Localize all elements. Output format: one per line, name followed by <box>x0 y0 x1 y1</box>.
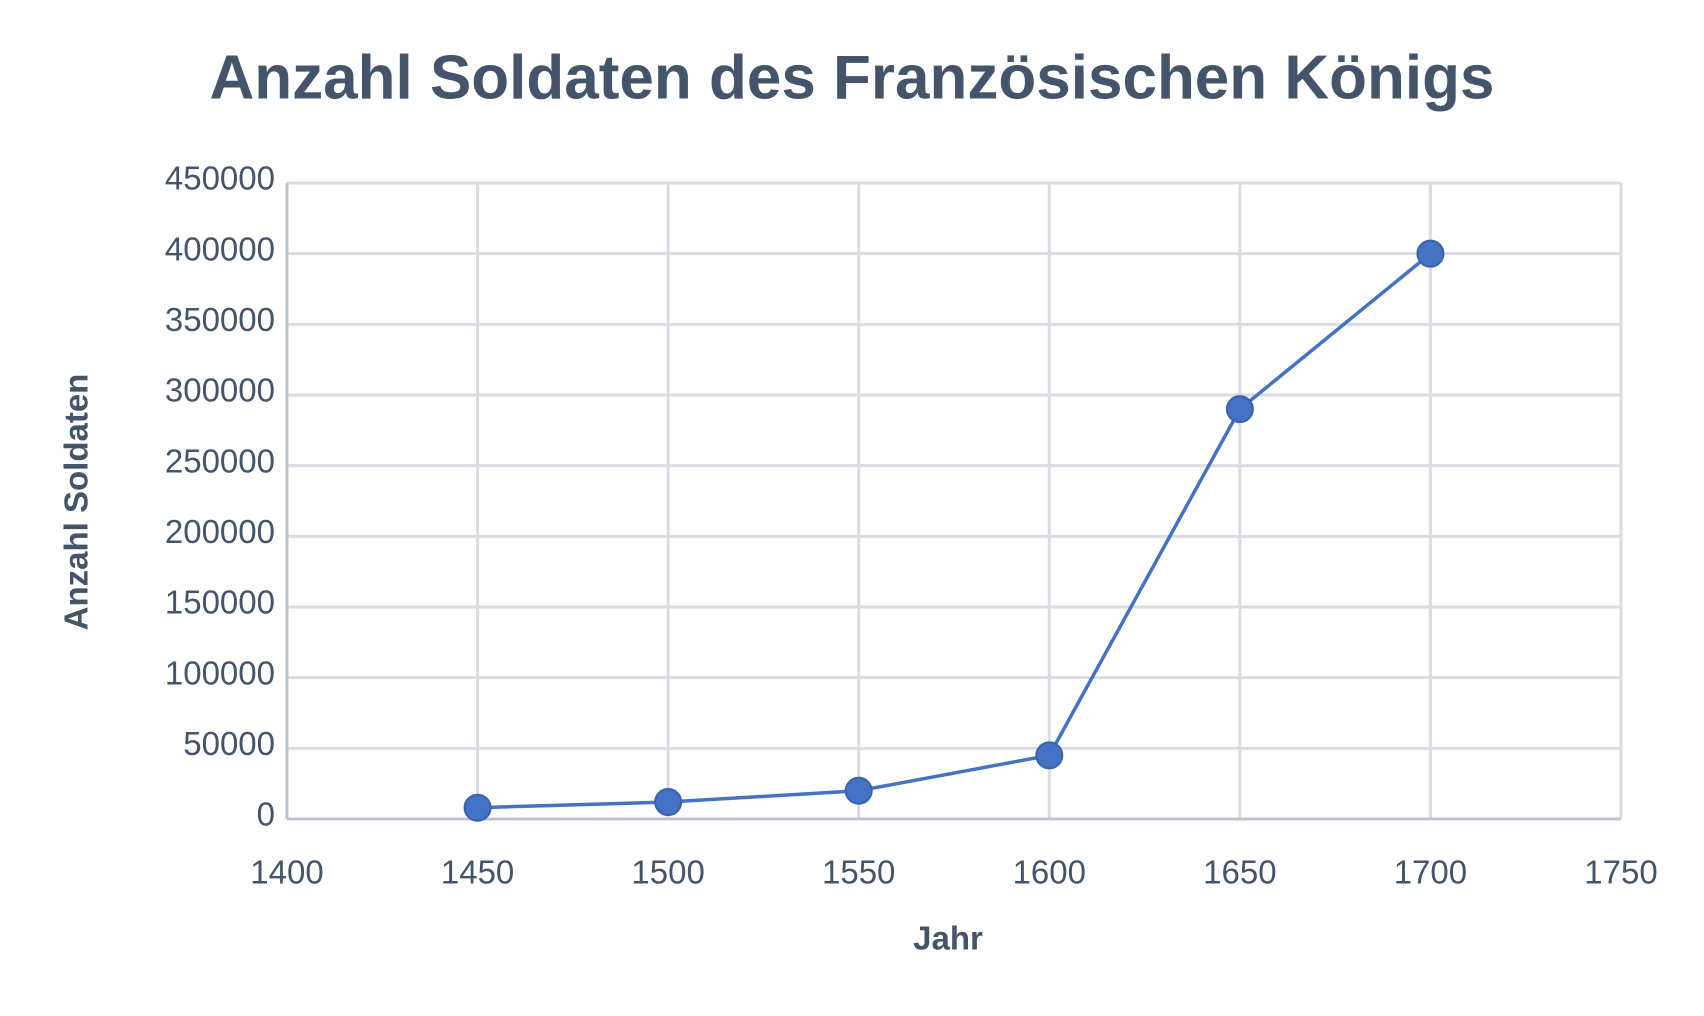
x-tick-label: 1750 <box>1584 854 1657 891</box>
y-tick-label: 300000 <box>165 372 275 409</box>
y-tick-label: 450000 <box>165 160 275 197</box>
y-axis-title: Anzahl Soldaten <box>58 374 95 631</box>
y-tick-label: 250000 <box>165 442 275 479</box>
y-tick-label: 0 <box>257 796 275 833</box>
y-tick-label: 100000 <box>165 654 275 691</box>
data-point <box>654 788 683 817</box>
data-point <box>463 793 492 822</box>
data-point <box>1416 239 1445 268</box>
x-tick-label: 1600 <box>1013 854 1086 891</box>
y-tick-label: 400000 <box>165 230 275 267</box>
x-tick-label: 1550 <box>822 854 895 891</box>
data-point <box>844 776 873 805</box>
y-tick-label: 350000 <box>165 301 275 338</box>
x-tick-label: 1400 <box>250 854 323 891</box>
data-point <box>1225 395 1254 424</box>
x-tick-label: 1700 <box>1394 854 1467 891</box>
chart-title: Anzahl Soldaten des Französischen Königs <box>210 43 1495 112</box>
x-axis-title: Jahr <box>913 920 983 957</box>
x-tick-label: 1450 <box>441 854 514 891</box>
data-point <box>1035 741 1064 770</box>
y-tick-label: 150000 <box>165 584 275 621</box>
x-tick-label: 1650 <box>1203 854 1276 891</box>
x-tick-label: 1500 <box>631 854 704 891</box>
data-line <box>477 252 1432 810</box>
y-tick-label: 50000 <box>183 725 275 762</box>
y-tick-label: 200000 <box>165 513 275 550</box>
